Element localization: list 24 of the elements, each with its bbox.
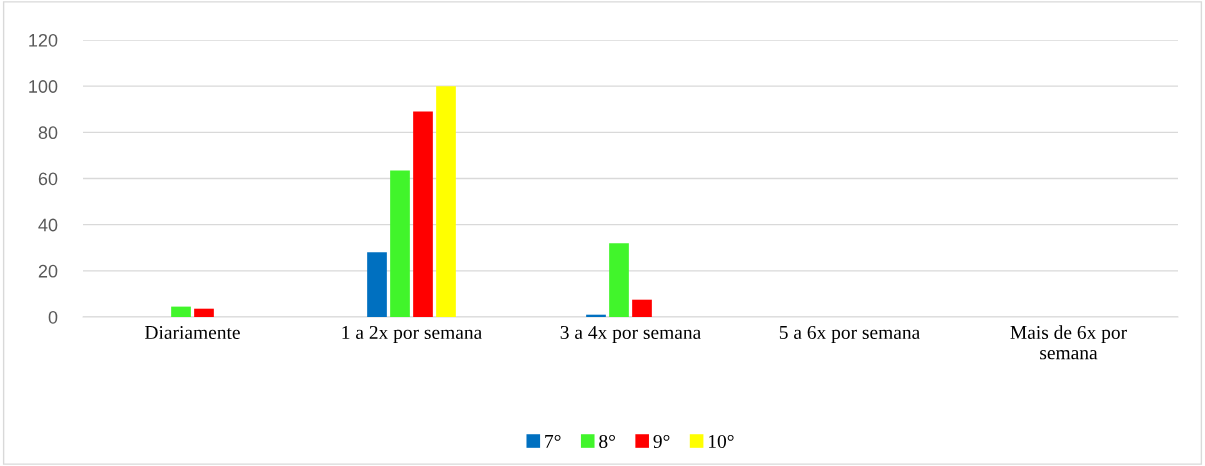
y-tick-label: 0 — [48, 310, 58, 324]
bar — [390, 170, 410, 317]
bar — [632, 299, 652, 317]
y-tick-label: 40 — [38, 218, 58, 232]
y-tick-label: 20 — [38, 264, 58, 278]
x-tick-label: 1 a 2x por semana — [342, 325, 482, 343]
x-tick-label: 3 a 4x por semana — [560, 325, 701, 343]
bar — [413, 111, 433, 317]
y-tick-label: 100 — [29, 80, 58, 93]
legend-label: 7° — [545, 434, 561, 448]
bar — [609, 243, 629, 317]
bar — [194, 308, 214, 317]
bar — [171, 306, 191, 317]
x-tick-label: Mais de 6x por semana — [1010, 325, 1127, 360]
legend-label: 10° — [709, 434, 734, 449]
legend-label: 9° — [653, 434, 670, 449]
x-tick-label: Diariamente — [145, 325, 240, 340]
bar — [367, 252, 387, 317]
y-tick-label: 80 — [38, 126, 58, 140]
x-tick-label: 5 a 6x por semana — [779, 325, 920, 343]
legend-label: 8° — [599, 434, 615, 449]
y-tick-label: 120 — [29, 33, 58, 47]
bar — [436, 86, 456, 317]
y-tick-label: 60 — [38, 172, 58, 186]
